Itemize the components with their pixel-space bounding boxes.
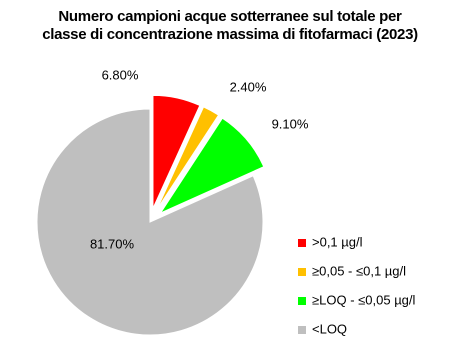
pie-slice	[36, 108, 264, 336]
legend-label: >0,1 µg/l	[312, 234, 363, 249]
pie-slice	[156, 106, 220, 211]
data-label: 81.70%	[90, 236, 135, 251]
legend-swatch	[298, 297, 306, 305]
legend-swatch	[298, 239, 306, 247]
data-label: 9.10%	[272, 116, 309, 131]
legend-label: <LOQ	[312, 321, 347, 336]
pie-slice	[159, 117, 265, 215]
legend-swatch	[298, 326, 306, 334]
legend-swatch	[298, 268, 306, 276]
legend-label: ≥0,05 - ≤0,1 µg/l	[312, 263, 406, 278]
data-label: 2.40%	[230, 79, 267, 94]
chart-title: Numero campioni acque sotterranee sul to…	[42, 8, 418, 43]
pie-slice	[152, 94, 201, 209]
data-label: 6.80%	[102, 67, 139, 82]
legend-label: ≥LOQ - ≤0,05 µg/l	[312, 292, 416, 307]
